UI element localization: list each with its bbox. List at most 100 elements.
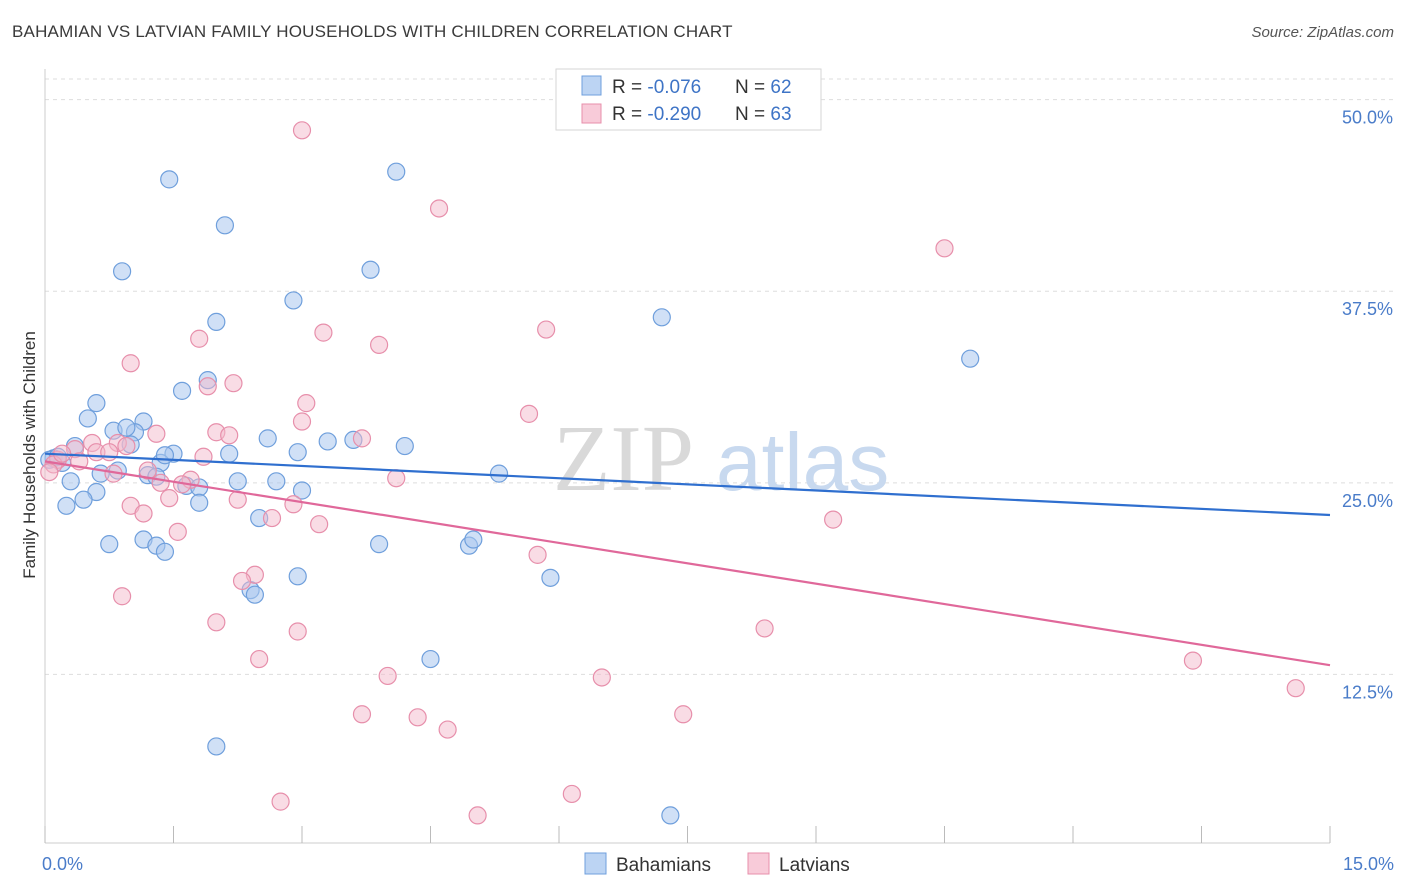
y-tick-label-0: 12.5%	[1342, 682, 1393, 702]
latvian-point-3	[537, 320, 556, 339]
latvian-point-40	[168, 522, 187, 541]
bahamian-point-51	[288, 567, 307, 586]
watermark: ZIP atlas	[553, 407, 889, 511]
y-tick-label-1: 25.0%	[1342, 491, 1393, 511]
chart-title: BAHAMIAN VS LATVIAN FAMILY HOUSEHOLDS WI…	[12, 22, 733, 41]
latvian-point-49	[378, 666, 397, 686]
bahamian-point-54	[245, 585, 264, 604]
latvian-point-4	[314, 323, 333, 342]
latvian-point-38	[310, 515, 329, 534]
series-swatch-latvians	[747, 852, 770, 875]
bahamian-point-18	[318, 432, 337, 451]
bahamian-point-42	[57, 496, 76, 515]
bahamian-point-2	[215, 216, 234, 235]
bahamian-point-8	[961, 349, 980, 368]
x-tick-label-0: 0.0%	[42, 854, 83, 874]
latvian-point-5	[190, 329, 209, 348]
bahamian-point-35	[228, 472, 247, 491]
latvian-point-27	[138, 461, 157, 480]
legend-n-value-2: 63	[770, 104, 791, 125]
legend-n-value-1: 62	[770, 77, 791, 98]
bahamian-point-50	[464, 530, 483, 549]
legend-row-1: R = -0.076	[612, 77, 701, 98]
trend-lines	[44, 452, 1331, 667]
bahamian-point-10	[172, 381, 192, 400]
x-tick-labels: 0.0% 15.0%	[42, 854, 1394, 874]
latvian-point-6	[370, 335, 389, 354]
bahamian-point-55	[421, 649, 440, 669]
latvian-point-47	[755, 619, 774, 638]
series-label-bahamians: Bahamians	[616, 855, 711, 876]
latvian-point-53	[352, 705, 372, 724]
latvian-point-45	[207, 613, 226, 632]
latvian-point-23	[194, 447, 213, 466]
bahamian-point-40	[74, 490, 93, 509]
latvian-point-51	[1183, 651, 1203, 670]
bahamian-point-5	[284, 291, 303, 310]
correlation-legend: R = -0.076 N = 62 R = -0.290 N = 63	[555, 68, 822, 131]
latvian-point-44	[112, 587, 132, 606]
latvian-point-52	[1286, 679, 1305, 698]
series-label-latvians: Latvians	[779, 855, 850, 876]
latvian-point-61	[284, 495, 303, 514]
watermark-zip: ZIP	[553, 407, 694, 511]
bahamian-point-57	[661, 806, 680, 825]
legend-r-label-2: R =	[612, 104, 647, 125]
series-swatch-bahamians	[584, 852, 607, 875]
bahamian-point-11	[87, 394, 106, 413]
bahamian-point-47	[155, 542, 175, 561]
bahamian-point-56	[207, 737, 226, 756]
series-legend: Bahamians Latvians	[584, 852, 850, 876]
latvian-point-39	[824, 510, 843, 529]
legend-n-label-1: N =	[735, 77, 770, 98]
latvian-point-12	[292, 412, 312, 431]
legend-n-2: N = 63	[735, 104, 792, 125]
latvian-point-28	[40, 462, 59, 482]
bahamian-point-17	[258, 429, 277, 448]
bahamian-point-61	[292, 481, 312, 500]
y-axis-title: Family Households with Children	[20, 331, 39, 579]
latvian-point-2	[935, 239, 954, 258]
y-tick-label-3: 50.0%	[1342, 108, 1393, 128]
legend-r-label-1: R =	[612, 77, 647, 98]
latvian-point-57	[271, 792, 290, 811]
bahamian-point-3	[112, 262, 132, 281]
latvian-point-56	[674, 705, 693, 724]
source-credit: Source: ZipAtlas.com	[1251, 24, 1394, 41]
bahamian-point-1	[387, 162, 406, 181]
legend-swatch-bahamians	[581, 75, 602, 96]
latvian-point-46	[288, 622, 307, 641]
bahamian-point-20	[395, 436, 414, 456]
bahamians-trend-line	[44, 452, 1331, 517]
legend-n-1: N = 62	[735, 77, 792, 98]
latvian-point-1	[429, 199, 449, 218]
bahamian-point-7	[652, 308, 671, 327]
latvian-point-7	[121, 354, 140, 373]
latvian-point-8	[224, 374, 243, 393]
latvian-point-41	[528, 545, 547, 564]
bahamian-point-48	[370, 535, 389, 554]
latvian-point-43	[232, 571, 252, 591]
latvian-point-15	[147, 424, 166, 443]
bahamian-point-33	[489, 464, 509, 483]
bahamian-point-52	[541, 568, 560, 587]
latvian-point-14	[220, 426, 239, 445]
latvian-point-30	[387, 469, 406, 488]
y-tick-labels: 12.5% 25.0% 37.5% 50.0%	[1342, 108, 1393, 703]
latvian-point-59	[562, 784, 581, 804]
bahamian-point-36	[267, 472, 286, 491]
bahamian-point-6	[207, 312, 226, 331]
bahamian-point-23	[220, 444, 239, 463]
bahamian-point-12	[78, 409, 97, 428]
legend-swatch-latvians	[581, 103, 602, 124]
latvian-point-55	[438, 720, 457, 739]
legend-row-2: R = -0.290	[612, 104, 701, 125]
latvian-point-54	[408, 708, 427, 727]
y-tick-label-2: 37.5%	[1342, 299, 1393, 319]
bahamian-point-0	[160, 170, 179, 189]
latvian-point-36	[134, 504, 153, 523]
bahamian-point-34	[61, 472, 80, 491]
latvian-point-16	[352, 429, 372, 448]
latvian-point-22	[117, 436, 136, 456]
